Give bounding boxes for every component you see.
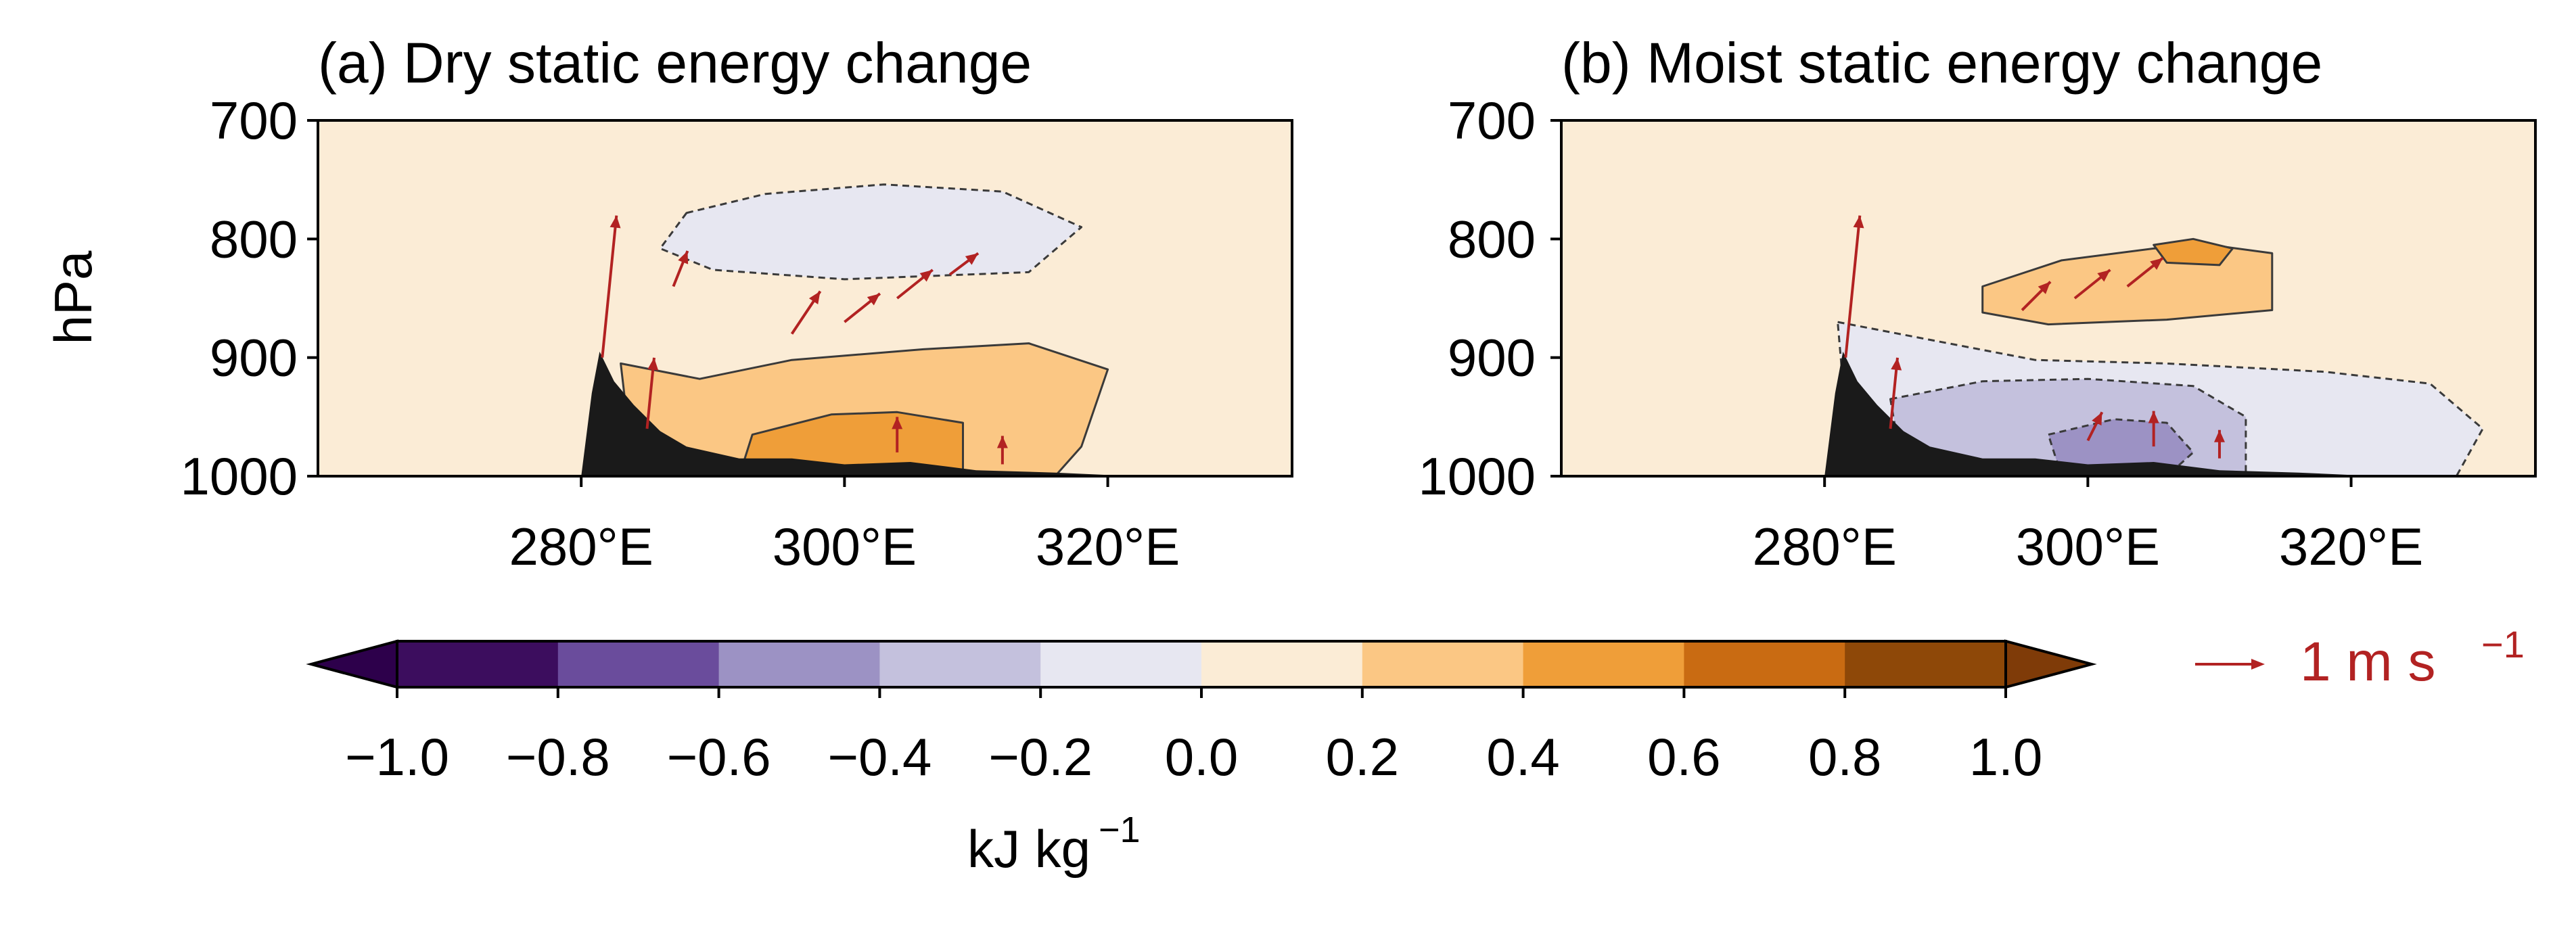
panel-b: (b) Moist static energy change 700 800 9… xyxy=(1418,31,2537,576)
colorbar-extend-low xyxy=(306,639,398,689)
wind-arrowhead xyxy=(2092,412,2102,426)
colorbar-label: kJ kg xyxy=(967,819,1090,879)
wind-arrowhead xyxy=(919,270,933,282)
wind-arrowhead xyxy=(2150,258,2163,270)
colorbar-segments xyxy=(306,639,2097,698)
y-tick-label: 900 xyxy=(210,328,298,388)
wind-arrowhead xyxy=(1891,357,1902,371)
colorbar-tick-label: 0.6 xyxy=(1647,727,1720,787)
wind-key: 1 m s −1 xyxy=(2195,623,2525,693)
axes-frame xyxy=(317,119,1293,478)
contour-region xyxy=(2153,237,2234,266)
wind-arrowhead xyxy=(892,417,903,429)
y-tick-label: 800 xyxy=(1448,209,1536,269)
x-tick-label: 280°E xyxy=(1753,517,1897,576)
wind-arrowhead xyxy=(1853,215,1864,229)
colorbar-tick-label: −0.4 xyxy=(827,727,932,787)
x-tick-label: 320°E xyxy=(2279,517,2423,576)
colorbar-segment xyxy=(879,641,1041,687)
y-tick-label: 700 xyxy=(1448,91,1536,150)
colorbar-tick-label: 0.4 xyxy=(1486,727,1559,787)
colorbar-tick-label: 1.0 xyxy=(1969,727,2042,787)
colorbar-tick-label: 0.8 xyxy=(1808,727,1881,787)
wind-arrowhead xyxy=(867,294,880,306)
wind-arrowhead xyxy=(647,357,659,371)
colorbar-tick-label: −0.8 xyxy=(506,727,610,787)
wind-arrowhead xyxy=(2097,270,2111,282)
colorbar-tick-label: 0.0 xyxy=(1165,727,1238,787)
y-tick-label: 800 xyxy=(210,209,298,269)
y-tick-label: 900 xyxy=(1448,328,1536,388)
wind-key-exponent: −1 xyxy=(2481,623,2525,666)
wind-arrow xyxy=(601,215,618,358)
colorbar-segment xyxy=(1523,641,1684,687)
panel-b-plot xyxy=(1550,119,2537,487)
x-tick-label: 280°E xyxy=(509,517,653,576)
panel-a-y-ticks: 700 800 900 1000 xyxy=(180,91,298,506)
y-tick-label: 1000 xyxy=(180,446,298,506)
colorbar-tick-label: 0.2 xyxy=(1326,727,1399,787)
colorbar-segment xyxy=(1684,641,1845,687)
wind-arrowhead xyxy=(2213,429,2225,442)
terrain-shading xyxy=(581,351,1134,476)
y-tick-label: 700 xyxy=(210,91,298,150)
colorbar-segment xyxy=(557,641,720,687)
wind-arrowhead xyxy=(2148,411,2159,423)
wind-arrowhead xyxy=(965,253,979,265)
x-tick-label: 320°E xyxy=(1036,517,1180,576)
colorbar-segment xyxy=(1201,641,1363,687)
colorbar-label-exponent: −1 xyxy=(1099,810,1141,850)
x-tick-label: 300°E xyxy=(773,517,917,576)
colorbar-segment xyxy=(1040,641,1202,687)
wind-arrowhead xyxy=(808,291,821,305)
colorbar: −1.0 −0.8 −0.6 −0.4 −0.2 0.0 0.2 0.4 0.6… xyxy=(306,639,2097,879)
colorbar-tick-label: −1.0 xyxy=(345,727,449,787)
y-axis-label: hPa xyxy=(43,250,103,344)
y-tick-label: 1000 xyxy=(1418,446,1536,506)
colorbar-tick-label: −0.6 xyxy=(667,727,771,787)
wind-arrowhead xyxy=(678,250,689,264)
colorbar-tick-label: −0.2 xyxy=(988,727,1092,787)
colorbar-segment xyxy=(718,641,880,687)
panel-a-x-ticks: 280°E 300°E 320°E xyxy=(509,517,1180,576)
colorbar-ticks: −1.0 −0.8 −0.6 −0.4 −0.2 0.0 0.2 0.4 0.6… xyxy=(345,727,2042,787)
colorbar-segment xyxy=(397,641,559,687)
x-tick-label: 300°E xyxy=(2016,517,2160,576)
panel-a: (a) Dry static energy change hPa 700 800… xyxy=(43,31,1293,576)
wind-key-arrowhead xyxy=(2251,659,2265,670)
colorbar-extend-high xyxy=(2004,639,2097,689)
wind-arrowhead xyxy=(996,436,1008,448)
panel-b-y-ticks: 700 800 900 1000 xyxy=(1418,91,1536,506)
colorbar-segment xyxy=(1362,641,1524,687)
panel-b-x-ticks: 280°E 300°E 320°E xyxy=(1753,517,2424,576)
wind-arrowhead xyxy=(610,215,621,229)
wind-arrowhead xyxy=(2038,281,2051,294)
axes-frame xyxy=(1560,119,2537,478)
wind-key-label: 1 m s xyxy=(2300,631,2435,693)
panel-a-title: (a) Dry static energy change xyxy=(318,31,1032,95)
panel-b-title: (b) Moist static energy change xyxy=(1561,31,2322,95)
colorbar-segment xyxy=(1845,641,2006,687)
wind-arrow xyxy=(1844,215,1862,358)
terrain-shading xyxy=(1824,351,2378,476)
panel-a-plot xyxy=(307,119,1293,487)
